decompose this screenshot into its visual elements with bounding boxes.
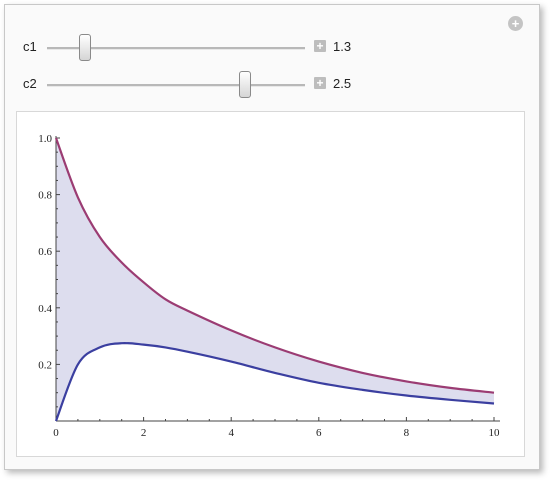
y-tick-label: 0.8 — [38, 190, 52, 202]
plus-icon[interactable]: + — [314, 77, 326, 89]
y-tick-label: 0.4 — [38, 303, 52, 315]
slider-label-c1: c1 — [23, 39, 37, 54]
y-tick-label: 0.6 — [38, 246, 52, 258]
slider-track-c2[interactable] — [47, 71, 305, 98]
plus-icon[interactable]: + — [314, 40, 326, 52]
x-tick-label: 10 — [489, 427, 501, 439]
slider-thumb-c2[interactable] — [239, 71, 251, 98]
fill-band — [56, 138, 494, 421]
x-tick-label: 8 — [404, 427, 410, 439]
x-tick-label: 0 — [53, 427, 59, 439]
slider-track-c1[interactable] — [47, 34, 305, 61]
x-tick-label: 6 — [316, 427, 322, 439]
slider-row-c1: c1 + 1.3 — [0, 34, 555, 61]
x-tick-label: 2 — [141, 427, 147, 439]
series-lower-curve — [54, 341, 495, 422]
slider-value-c2: 2.5 — [333, 76, 352, 91]
series-upper-curve — [54, 137, 495, 394]
x-tick-label: 4 — [228, 427, 234, 439]
slider-thumb-c1[interactable] — [79, 34, 91, 61]
plus-circle-icon[interactable]: + — [508, 16, 523, 31]
slider-label-c2: c2 — [23, 76, 37, 91]
slider-value-c1: 1.3 — [333, 39, 352, 54]
slider-row-c2: c2 + 2.5 — [0, 71, 555, 98]
y-tick-label: 0.2 — [38, 359, 52, 371]
y-tick-label: 1.0 — [38, 133, 52, 145]
